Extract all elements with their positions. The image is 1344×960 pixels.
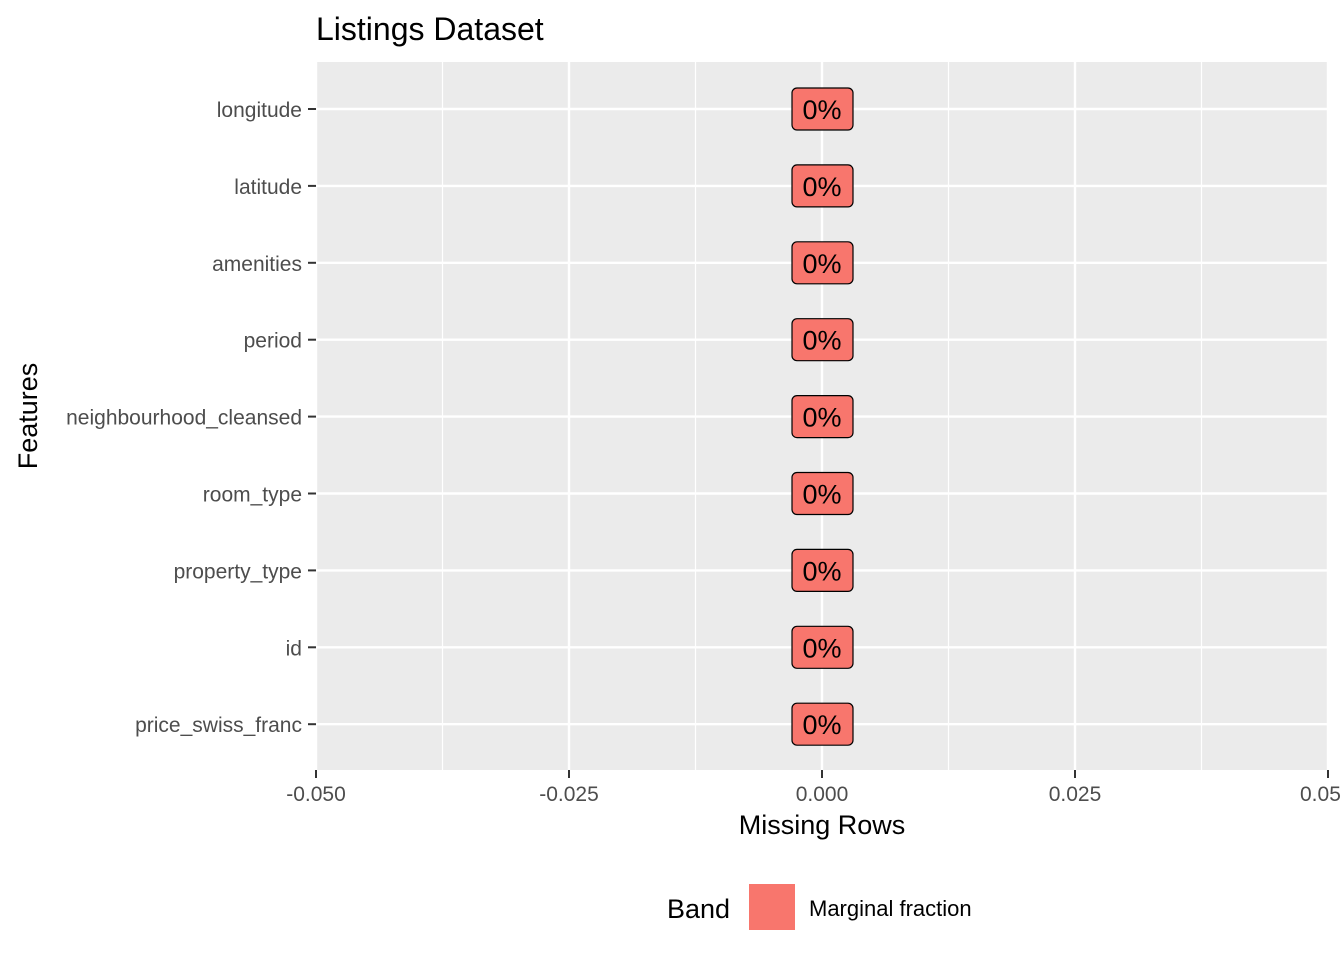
y-tick-label: id bbox=[286, 637, 302, 660]
legend: Band Marginal fraction bbox=[667, 884, 972, 930]
x-tick-label: 0.025 bbox=[1049, 783, 1102, 806]
x-tick-label: 0.05 bbox=[1300, 783, 1341, 806]
legend-entry-label: Marginal fraction bbox=[809, 896, 972, 921]
y-tick-label: longitude bbox=[217, 99, 302, 122]
bar-value-label: 0% bbox=[802, 480, 841, 510]
bar-value-label: 0% bbox=[802, 249, 841, 279]
y-tick-label: latitude bbox=[234, 176, 302, 199]
bar-value-label-box bbox=[791, 471, 854, 516]
bar-value-label-box bbox=[791, 702, 854, 746]
y-tick-label: price_swiss_franc bbox=[135, 714, 302, 737]
bar-value-label-box bbox=[791, 241, 854, 285]
legend-key bbox=[749, 884, 795, 930]
y-tick-label: property_type bbox=[174, 560, 302, 583]
y-tick-label: room_type bbox=[203, 484, 302, 507]
y-tick-label: period bbox=[244, 330, 302, 353]
y-axis: longitude latitude amenities period neighbou… bbox=[66, 99, 316, 737]
x-tick-label: -0.050 bbox=[286, 783, 346, 806]
bar-value-label-box bbox=[791, 164, 854, 208]
x-tick-label: 0.000 bbox=[796, 783, 849, 806]
bar-value-label: 0% bbox=[802, 326, 841, 356]
bar-value-label-box bbox=[791, 87, 854, 131]
bar-value-label-box bbox=[791, 625, 854, 669]
bar-value-label: 0% bbox=[802, 710, 841, 740]
y-axis-title: Features bbox=[13, 363, 43, 470]
legend-title: Band bbox=[667, 894, 730, 924]
x-tick-label: -0.025 bbox=[539, 783, 599, 806]
chart-title: Listings Dataset bbox=[316, 11, 544, 47]
bar-value-label-box bbox=[791, 395, 854, 439]
bar-value-label: 0% bbox=[802, 633, 841, 663]
bar-value-label-box bbox=[791, 318, 854, 362]
y-tick-label: neighbourhood_cleansed bbox=[66, 407, 302, 430]
bar-value-label-box bbox=[791, 548, 854, 593]
bar-value-label: 0% bbox=[802, 556, 841, 586]
x-axis: -0.050 -0.025 0.000 0.025 0.05 bbox=[286, 770, 1341, 806]
bars: 0% 0% 0% 0% 0% 0% 0% 0% 0% bbox=[791, 87, 854, 746]
y-tick-label: amenities bbox=[212, 253, 302, 276]
x-axis-title: Missing Rows bbox=[739, 810, 906, 840]
bar-value-label: 0% bbox=[802, 172, 841, 202]
bar-value-label: 0% bbox=[802, 95, 841, 125]
bar-value-label: 0% bbox=[802, 403, 841, 433]
